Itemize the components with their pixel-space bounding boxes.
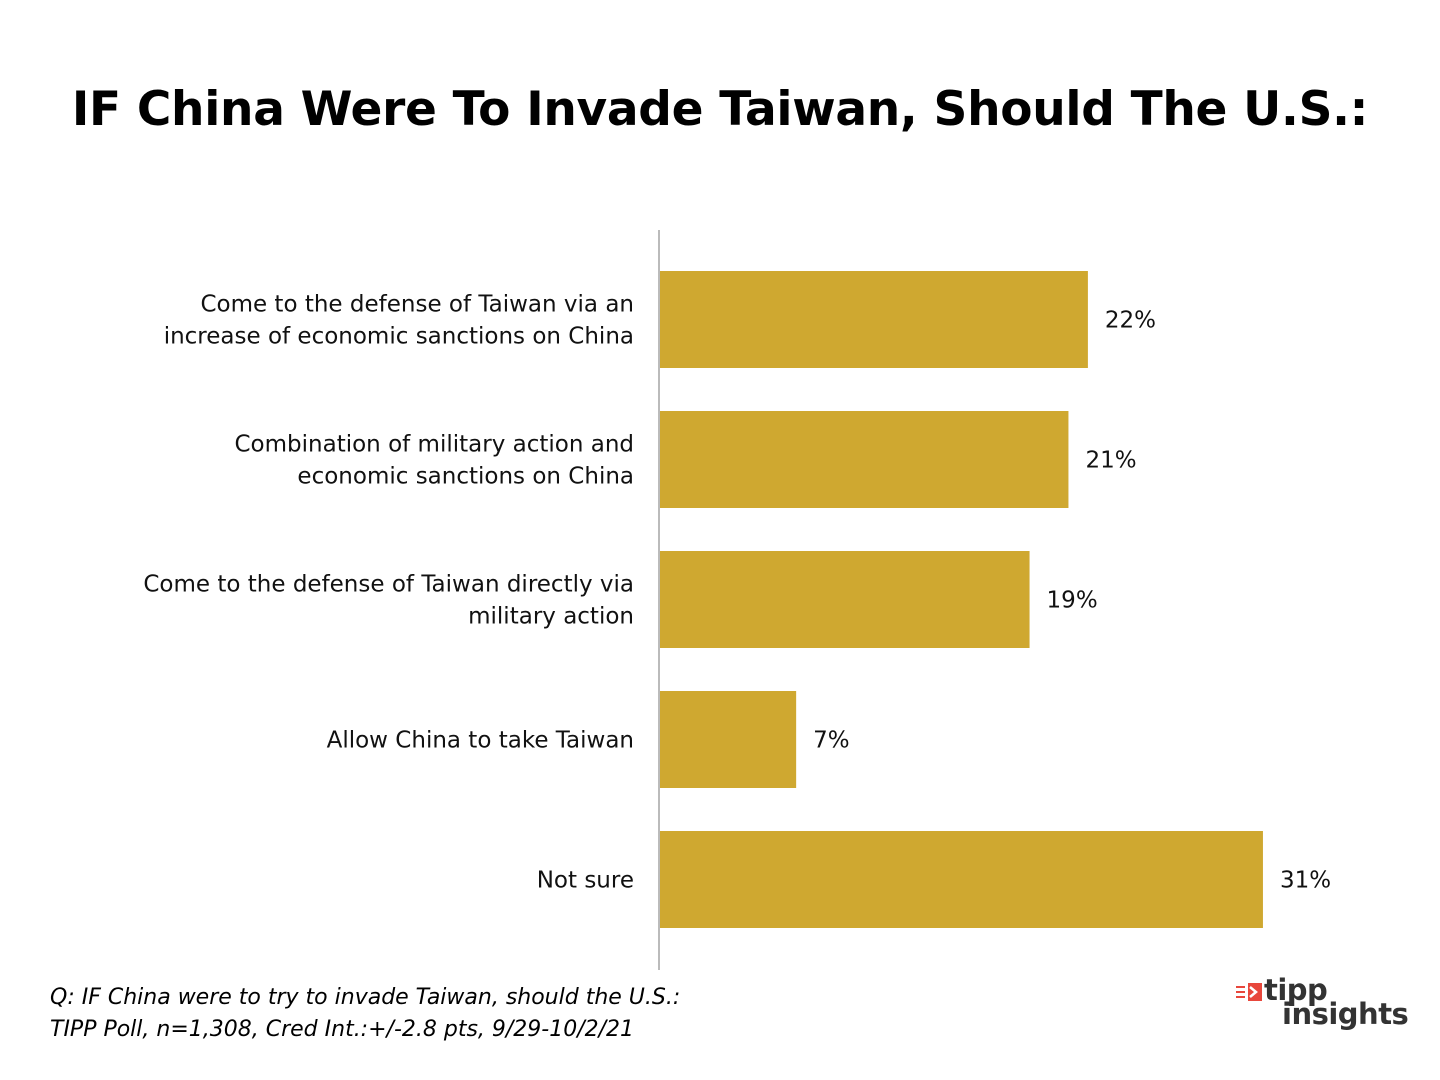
- category-label-line: increase of economic sanctions on China: [164, 324, 634, 350]
- category-label-line: military action: [468, 604, 634, 630]
- footnote: Q: IF China were to try to invade Taiwan…: [50, 982, 680, 1046]
- bar-5: [660, 831, 1263, 928]
- category-label-line: Come to the defense of Taiwan directly v…: [143, 572, 634, 598]
- footnote-question: Q: IF China were to try to invade Taiwan…: [50, 985, 681, 1010]
- bar-1: [660, 271, 1088, 368]
- bar-3: [660, 551, 1030, 648]
- category-label-2: Combination of military action and econom…: [235, 432, 635, 490]
- category-label-line: Come to the defense of Taiwan via an: [200, 292, 634, 318]
- value-labels-group: 22% 21% 19% 7% 31%: [813, 308, 1331, 894]
- value-label-1: 22%: [1105, 308, 1156, 334]
- category-label-5: Not sure: [537, 868, 634, 894]
- value-label-5: 31%: [1280, 868, 1331, 894]
- category-label-1: Come to the defense of Taiwan via an incr…: [164, 292, 634, 350]
- category-labels-group: Come to the defense of Taiwan via an incr…: [143, 292, 634, 894]
- value-label-3: 19%: [1047, 588, 1098, 614]
- tipp-insights-logo: tipp insights: [1236, 973, 1409, 1037]
- logo-word-tipp: tipp: [1264, 973, 1328, 1007]
- category-label-line: Not sure: [537, 868, 634, 894]
- category-label-3: Come to the defense of Taiwan directly v…: [143, 572, 634, 630]
- category-label-line: economic sanctions on China: [297, 464, 634, 490]
- bar-4: [660, 691, 797, 788]
- bars-group: [660, 271, 1263, 928]
- logo-word-insights: insights: [1282, 997, 1409, 1031]
- bar-2: [660, 411, 1069, 508]
- category-label-4: Allow China to take Taiwan: [327, 728, 634, 754]
- footnote-source: TIPP Poll, n=1,308, Cred Int.:+/-2.8 pts…: [50, 1017, 635, 1042]
- logo-mark-icon: [1236, 983, 1262, 1001]
- value-label-4: 7%: [813, 728, 850, 754]
- value-label-2: 21%: [1085, 448, 1136, 474]
- category-label-line: Allow China to take Taiwan: [327, 728, 634, 754]
- chart-title: IF China Were To Invade Taiwan, Should T…: [71, 82, 1369, 137]
- category-label-line: Combination of military action and: [235, 432, 635, 458]
